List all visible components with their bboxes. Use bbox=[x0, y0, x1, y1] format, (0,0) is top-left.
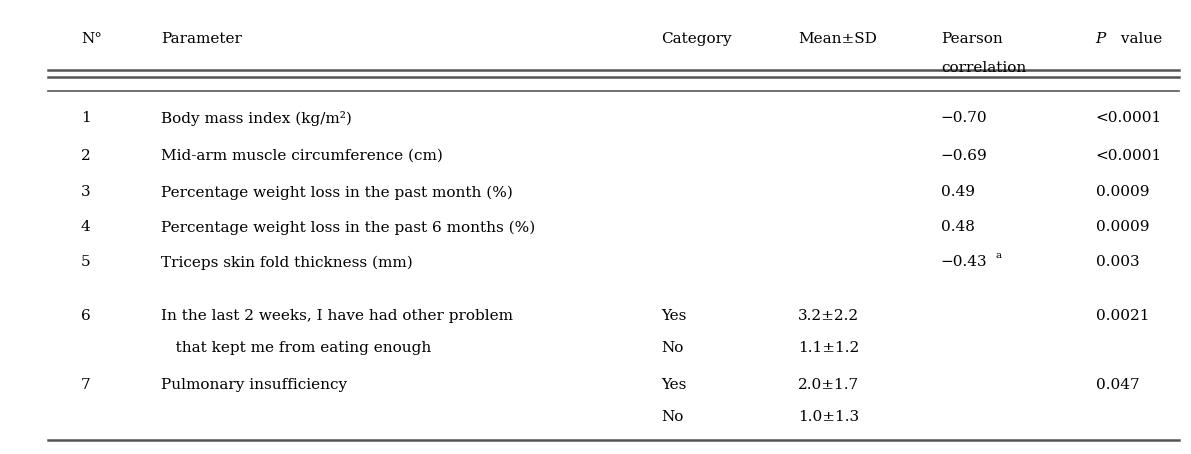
Text: Pulmonary insufficiency: Pulmonary insufficiency bbox=[161, 378, 347, 392]
Text: 0.0009: 0.0009 bbox=[1096, 220, 1149, 234]
Text: Percentage weight loss in the past 6 months (%): Percentage weight loss in the past 6 mon… bbox=[161, 220, 535, 235]
Text: In the last 2 weeks, I have had other problem: In the last 2 weeks, I have had other pr… bbox=[161, 309, 513, 323]
Text: 2.0±1.7: 2.0±1.7 bbox=[798, 378, 859, 392]
Text: 5: 5 bbox=[81, 255, 91, 269]
Text: Yes: Yes bbox=[661, 378, 686, 392]
Text: No: No bbox=[661, 410, 684, 424]
Text: that kept me from eating enough: that kept me from eating enough bbox=[161, 341, 431, 355]
Text: Yes: Yes bbox=[661, 309, 686, 323]
Text: −0.70: −0.70 bbox=[941, 111, 987, 125]
Text: 0.003: 0.003 bbox=[1096, 255, 1140, 269]
Text: 0.48: 0.48 bbox=[941, 220, 974, 234]
Text: value: value bbox=[1116, 32, 1162, 46]
Text: <0.0001: <0.0001 bbox=[1096, 149, 1162, 163]
Text: Parameter: Parameter bbox=[161, 32, 242, 46]
Text: 2: 2 bbox=[81, 149, 91, 163]
Text: correlation: correlation bbox=[941, 61, 1027, 75]
Text: P: P bbox=[1096, 32, 1106, 46]
Text: 4: 4 bbox=[81, 220, 91, 234]
Text: 1.1±1.2: 1.1±1.2 bbox=[798, 341, 859, 355]
Text: 0.0009: 0.0009 bbox=[1096, 185, 1149, 199]
Text: Pearson: Pearson bbox=[941, 32, 1003, 46]
Text: 0.49: 0.49 bbox=[941, 185, 975, 199]
Text: No: No bbox=[661, 341, 684, 355]
Text: 3.2±2.2: 3.2±2.2 bbox=[798, 309, 859, 323]
Text: −0.43: −0.43 bbox=[941, 255, 987, 269]
Text: 6: 6 bbox=[81, 309, 91, 323]
Text: 0.047: 0.047 bbox=[1096, 378, 1140, 392]
Text: a: a bbox=[996, 251, 1002, 260]
Text: Body mass index (kg/m²): Body mass index (kg/m²) bbox=[161, 111, 351, 126]
Text: Category: Category bbox=[661, 32, 731, 46]
Text: N°: N° bbox=[81, 32, 102, 46]
Text: <0.0001: <0.0001 bbox=[1096, 111, 1162, 125]
Text: Mean±SD: Mean±SD bbox=[798, 32, 877, 46]
Text: Mid-arm muscle circumference (cm): Mid-arm muscle circumference (cm) bbox=[161, 149, 443, 163]
Text: Triceps skin fold thickness (mm): Triceps skin fold thickness (mm) bbox=[161, 255, 412, 270]
Text: Percentage weight loss in the past month (%): Percentage weight loss in the past month… bbox=[161, 185, 512, 200]
Text: −0.69: −0.69 bbox=[941, 149, 987, 163]
Text: 1.0±1.3: 1.0±1.3 bbox=[798, 410, 859, 424]
Text: 1: 1 bbox=[81, 111, 91, 125]
Text: 7: 7 bbox=[81, 378, 91, 392]
Text: 3: 3 bbox=[81, 185, 91, 199]
Text: 0.0021: 0.0021 bbox=[1096, 309, 1149, 323]
